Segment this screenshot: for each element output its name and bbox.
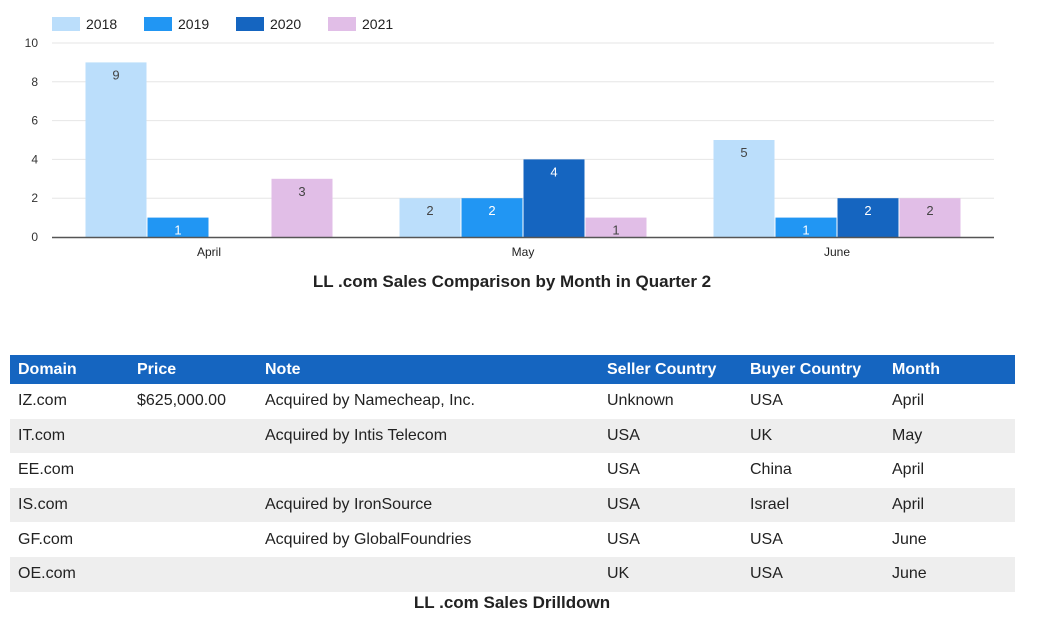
bar-2018-may <box>399 198 461 237</box>
chart-title: LL .com Sales Comparison by Month in Qua… <box>312 272 712 291</box>
cell-seller-country: USA <box>599 453 742 488</box>
x-tick-label: June <box>824 245 850 259</box>
y-tick-label: 2 <box>31 191 38 205</box>
y-tick-label: 0 <box>31 230 38 244</box>
cell-note: Acquired by GlobalFoundries <box>257 522 599 557</box>
cell-seller-country: Unknown <box>599 384 742 419</box>
data-label: 3 <box>298 184 305 199</box>
column-header-domain[interactable]: Domain <box>10 355 129 384</box>
data-label: 2 <box>864 203 871 218</box>
bar-2021-june <box>899 198 961 237</box>
bar-2021-april <box>271 178 333 237</box>
table-row: IZ.com $625,000.00 Acquired by Namecheap… <box>10 384 1015 419</box>
data-label: 1 <box>802 223 809 238</box>
y-tick-label: 6 <box>31 114 38 128</box>
bar-2020-june <box>837 198 899 237</box>
cell-domain: GF.com <box>10 522 129 557</box>
cell-domain: EE.com <box>10 453 129 488</box>
table-row: EE.com USA China April <box>10 453 1015 488</box>
cell-note <box>257 556 599 592</box>
legend-swatch-2018 <box>52 17 80 31</box>
bar-chart: 0 2 4 6 8 10 9 1 3 April 2 2 4 1 May 5 1 2 2 June 2018 2019 20… <box>25 16 994 259</box>
cell-month: April <box>884 384 1015 419</box>
table-row: OE.com UK USA June <box>10 556 1015 592</box>
column-header-buyer-country[interactable]: Buyer Country <box>742 355 884 384</box>
cell-month: June <box>884 522 1015 557</box>
data-label: 1 <box>174 223 181 238</box>
cell-price: $625,000.00 <box>129 384 257 419</box>
legend-label: 2019 <box>178 16 209 32</box>
cell-price <box>129 418 257 454</box>
y-tick-label: 10 <box>25 36 39 50</box>
cell-month: April <box>884 453 1015 488</box>
data-label: 9 <box>112 67 119 82</box>
table-row: IT.com Acquired by Intis Telecom USA UK … <box>10 418 1015 454</box>
cell-seller-country: USA <box>599 487 742 523</box>
bar-2019-april <box>147 217 209 237</box>
bar-2020-may <box>523 159 585 237</box>
drilldown-table-container: Domain Price Note Seller Country Buyer C… <box>10 355 1015 592</box>
cell-domain: OE.com <box>10 556 129 592</box>
column-header-price[interactable]: Price <box>129 355 257 384</box>
legend-label: 2020 <box>270 16 301 32</box>
cell-buyer-country: UK <box>742 418 884 454</box>
y-tick-label: 8 <box>31 75 38 89</box>
cell-seller-country: USA <box>599 418 742 454</box>
cell-price <box>129 522 257 557</box>
drilldown-table: Domain Price Note Seller Country Buyer C… <box>10 355 1015 592</box>
data-label: 5 <box>740 145 747 160</box>
cell-note: Acquired by Namecheap, Inc. <box>257 384 599 419</box>
cell-month: April <box>884 487 1015 523</box>
table-row: GF.com Acquired by GlobalFoundries USA U… <box>10 522 1015 557</box>
cell-seller-country: USA <box>599 522 742 557</box>
cell-note: Acquired by IronSource <box>257 487 599 523</box>
bar-2019-may <box>461 198 523 237</box>
data-label: 2 <box>426 203 433 218</box>
cell-month: May <box>884 418 1015 454</box>
cell-seller-country: UK <box>599 556 742 592</box>
cell-price <box>129 556 257 592</box>
cell-price <box>129 453 257 488</box>
bar-2019-june <box>775 217 837 237</box>
cell-buyer-country: China <box>742 453 884 488</box>
data-label: 4 <box>550 164 557 179</box>
cell-price <box>129 487 257 523</box>
table-title: LL .com Sales Drilldown <box>413 593 611 612</box>
cell-domain: IZ.com <box>10 384 129 419</box>
cell-month: June <box>884 556 1015 592</box>
cell-note: Acquired by Intis Telecom <box>257 418 599 454</box>
legend-label: 2018 <box>86 16 117 32</box>
legend-swatch-2021 <box>328 17 356 31</box>
column-header-note[interactable]: Note <box>257 355 599 384</box>
table-header-row: Domain Price Note Seller Country Buyer C… <box>10 355 1015 384</box>
cell-note <box>257 453 599 488</box>
legend-swatch-2020 <box>236 17 264 31</box>
table-row: IS.com Acquired by IronSource USA Israel… <box>10 487 1015 523</box>
x-tick-label: April <box>197 245 221 259</box>
column-header-seller-country[interactable]: Seller Country <box>599 355 742 384</box>
cell-buyer-country: Israel <box>742 487 884 523</box>
column-header-month[interactable]: Month <box>884 355 1015 384</box>
x-tick-label: May <box>512 245 535 259</box>
data-label: 1 <box>612 223 619 238</box>
y-tick-label: 4 <box>31 152 38 166</box>
cell-buyer-country: USA <box>742 522 884 557</box>
cell-buyer-country: USA <box>742 384 884 419</box>
data-label: 2 <box>488 203 495 218</box>
cell-buyer-country: USA <box>742 556 884 592</box>
bar-2018-june <box>713 140 775 237</box>
legend-swatch-2019 <box>144 17 172 31</box>
data-label: 2 <box>926 203 933 218</box>
legend-label: 2021 <box>362 16 393 32</box>
bar-2021-may <box>585 217 647 237</box>
cell-domain: IT.com <box>10 418 129 454</box>
bar-2018-april <box>85 62 147 238</box>
cell-domain: IS.com <box>10 487 129 523</box>
